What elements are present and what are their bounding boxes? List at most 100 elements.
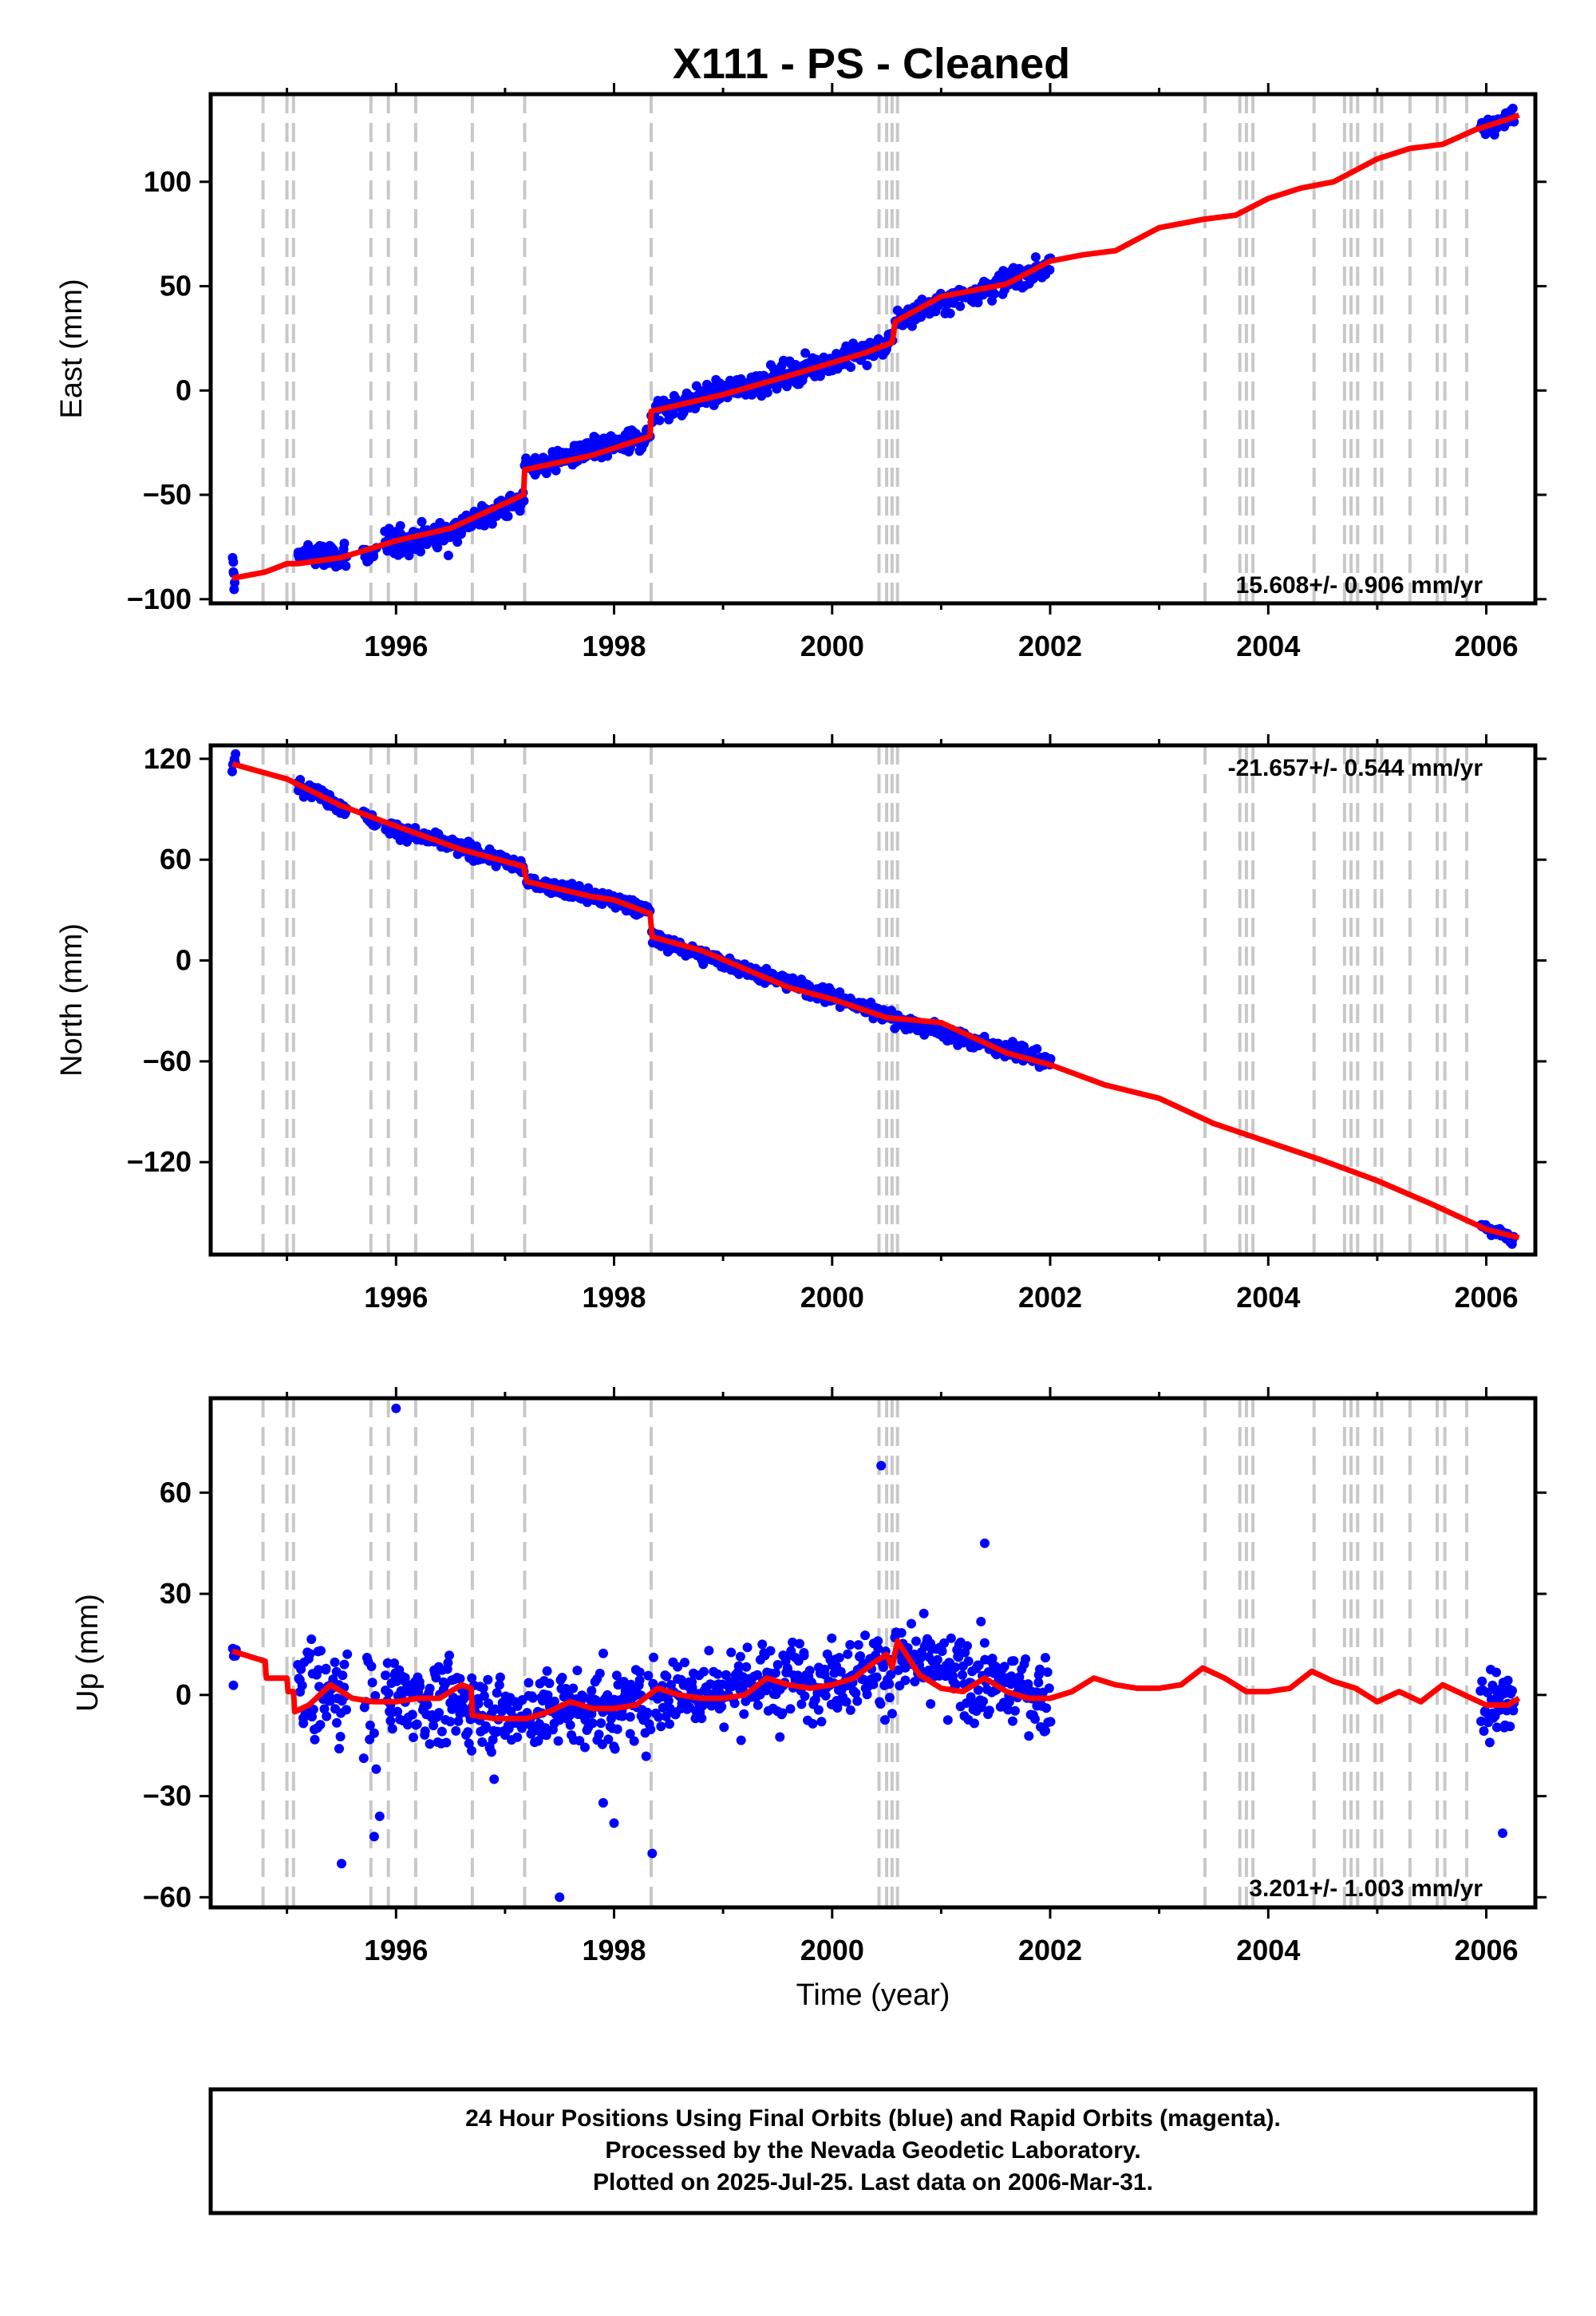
y-tick-label: 0 [176,1678,192,1711]
data-point [634,1667,645,1678]
data-point [896,1628,907,1638]
data-point [437,1726,447,1737]
data-point [656,1721,666,1732]
data-point [739,1709,749,1719]
data-point [735,1651,745,1662]
data-point [729,1698,740,1709]
data-point [451,1725,461,1736]
data-point [880,1715,890,1725]
north-plot-frame [208,743,1538,1257]
north-x-ticks: 1996 1998 2000 2002 2004 2006 [286,734,1519,1314]
data-point [434,1708,444,1718]
y-tick-label: 50 [160,270,192,302]
data-point [574,881,584,891]
data-point [575,1736,585,1746]
data-point [641,1751,651,1761]
y-tick-label: 0 [176,944,192,977]
y-tick-label: 60 [160,1476,192,1508]
data-point [851,1688,861,1698]
data-point [654,415,665,425]
data-point [742,1642,753,1653]
y-tick-label: 100 [144,165,192,198]
data-point [431,1673,441,1683]
data-point [932,1654,942,1665]
y-tick-label: −50 [143,478,192,511]
data-point [1030,252,1041,263]
data-point [453,1716,464,1726]
data-point [483,1674,493,1685]
data-point [612,1724,622,1734]
data-point [370,1690,381,1701]
data-point [527,1693,538,1703]
data-point [231,749,241,759]
up-model-line [231,1638,1521,1721]
data-point [1484,1737,1495,1748]
data-point [338,1670,348,1681]
data-point [629,1736,639,1746]
data-point [1044,1683,1054,1694]
x-tick-label: 1996 [364,630,428,662]
up-y-ticks: 60 30 0 −30 −60 [143,1476,1547,1913]
data-point [1014,1672,1025,1682]
data-point [658,1702,668,1713]
data-point [713,1669,723,1679]
data-point [800,1691,810,1701]
data-point [618,1711,627,1721]
data-point [799,1650,809,1661]
data-point [741,1662,752,1672]
data-point [445,1717,456,1727]
data-point [467,1673,477,1683]
data-point [322,1711,332,1721]
x-tick-label: 1996 [364,1934,428,1966]
data-point [341,561,351,571]
data-point [433,543,443,553]
data-point [1507,1686,1517,1696]
data-point [602,1690,613,1700]
data-point [1479,1726,1489,1736]
data-point [443,1658,453,1668]
data-point [962,1641,972,1651]
data-point [488,1735,498,1745]
data-point [381,1670,390,1681]
data-point [382,1658,393,1668]
y-tick-label: 60 [160,843,192,875]
outlier-point [609,1818,619,1828]
data-point [366,1662,377,1671]
chart-title: X111 - PS - Cleaned [673,40,1070,88]
east-rate-label: 15.608+/- 0.906 mm/yr [1236,572,1483,599]
data-point [843,1649,853,1659]
data-point [595,1668,605,1678]
x-tick-label: 1996 [364,1281,428,1314]
data-point [321,1663,331,1674]
data-point [1505,1721,1515,1732]
data-point [1032,1044,1042,1054]
data-point [415,1682,425,1692]
outlier-point [369,1832,379,1842]
outlier-point [980,1538,990,1548]
data-point [540,1723,551,1733]
data-point [412,1719,422,1729]
data-point [911,1636,921,1646]
data-point [873,1636,883,1646]
data-point [1502,1705,1512,1716]
data-point [305,1649,315,1659]
y-tick-label: 0 [176,373,192,406]
data-point [330,1657,340,1667]
data-point [999,1662,1009,1672]
data-point [429,1721,439,1731]
data-point [918,1608,929,1618]
data-point [407,1709,417,1720]
data-point [610,1744,620,1754]
data-point [420,1726,430,1737]
y-tick-label: −100 [127,583,192,615]
footer-box: 24 Hour Positions Using Final Orbits (bl… [208,2087,1538,2215]
data-point [492,1688,502,1698]
data-point [389,1658,399,1668]
data-point [310,1734,320,1745]
data-point [951,1679,961,1690]
data-point [385,1716,396,1726]
data-point [939,1638,950,1648]
data-point [1041,1703,1052,1713]
data-point [335,1732,346,1741]
